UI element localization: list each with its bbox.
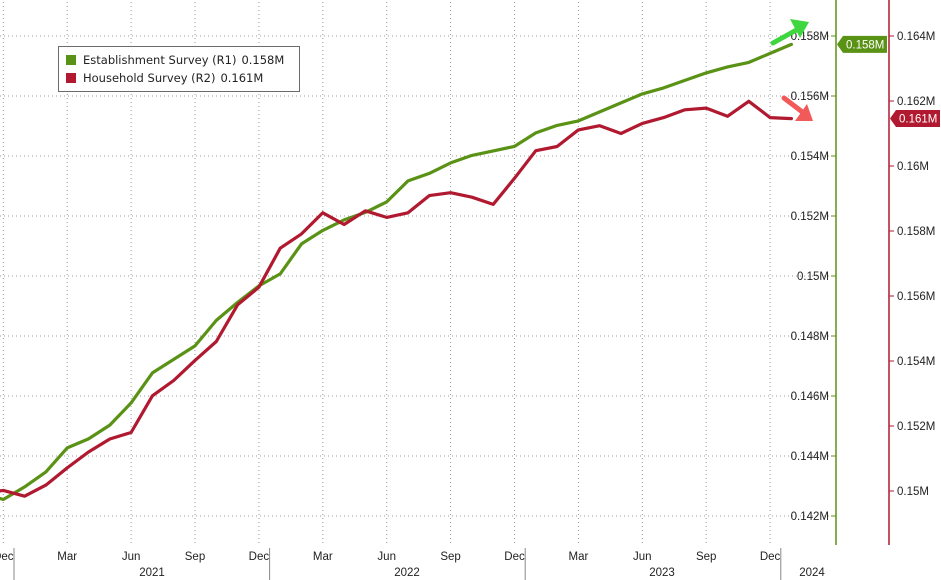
last-value-tag-household (890, 110, 940, 128)
x-tick-label: Dec (0, 551, 14, 563)
last-value-tag-establishment (837, 35, 887, 53)
x-tick-label: Dec (249, 551, 270, 563)
x-tick-label: Jun (377, 551, 396, 563)
x-tick-label: Mar (57, 551, 77, 563)
down-arrow-head (795, 104, 813, 121)
legend-item-establishment: Establishment Survey (R1) 0.158M (66, 51, 299, 69)
y1-tick-label: 0.154M (791, 151, 829, 163)
last-value-label: 0.158M (846, 39, 884, 51)
last-value-tags: 0.158M 0.161M (837, 35, 940, 128)
y2-tick-label: 0.164M (897, 31, 935, 43)
legend-label: Household Survey (R2) (83, 71, 216, 85)
y2-tick-label: 0.15M (897, 486, 929, 498)
y1-tick-label: 0.15M (797, 271, 829, 283)
x-axis: Dec Mar Jun Sep Dec Mar Jun Sep Dec Mar Jun Sep Dec 2… (0, 551, 825, 579)
y2-tick-label: 0.16M (897, 161, 929, 173)
y1-tick-label: 0.156M (791, 91, 829, 103)
trend-arrows (770, 19, 813, 121)
x-tick-label: Mar (568, 551, 588, 563)
year-label: 2023 (649, 567, 675, 579)
legend-label: Establishment Survey (R1) (83, 53, 237, 67)
x-tick-label: Jun (633, 551, 652, 563)
y2-axis: 0.15M 0.152M 0.154M 0.156M 0.158M 0.16M 0.162M… (888, 0, 935, 545)
x-tick-label: Sep (696, 551, 716, 563)
legend-value: 0.161M (220, 71, 264, 85)
series-lines (0, 42, 794, 502)
grid (0, 2, 836, 545)
legend-value: 0.158M (241, 53, 285, 67)
y2-tick-label: 0.158M (897, 226, 935, 238)
year-separators (13, 548, 782, 580)
year-label: 2022 (394, 567, 420, 579)
legend-swatch-household (66, 73, 76, 83)
up-arrow-head (790, 19, 809, 38)
legend-item-household: Household Survey (R2) 0.161M (66, 69, 299, 87)
legend: Establishment Survey (R1) 0.158M Househo… (58, 46, 300, 92)
x-tick-label: Sep (185, 551, 205, 563)
y1-tick-label: 0.142M (791, 511, 829, 523)
y1-tick-label: 0.152M (791, 211, 829, 223)
series-line-household (0, 99, 794, 498)
y1-axis: 0.142M 0.144M 0.146M 0.148M 0.15M 0.152M 0.154… (791, 0, 837, 545)
x-tick-label: Jun (122, 551, 141, 563)
down-arrow-shaft (781, 95, 808, 117)
y2-tick-label: 0.162M (897, 96, 935, 108)
up-arrow-shaft (770, 25, 803, 46)
y1-tick-label: 0.146M (791, 391, 829, 403)
y1-tick-label: 0.144M (791, 451, 829, 463)
x-tick-label: Sep (440, 551, 460, 563)
y2-tick-label: 0.152M (897, 421, 935, 433)
x-tick-label: Mar (313, 551, 333, 563)
y2-tick-label: 0.154M (897, 356, 935, 368)
y2-tick-label: 0.156M (897, 291, 935, 303)
series-line-establishment (0, 42, 794, 502)
x-tick-label: Dec (760, 551, 781, 563)
legend-swatch-establishment (66, 55, 76, 65)
year-label: 2021 (139, 567, 165, 579)
last-value-label: 0.161M (899, 114, 937, 126)
year-label: 2024 (799, 567, 825, 579)
x-tick-label: Dec (504, 551, 525, 563)
y1-tick-label: 0.148M (791, 331, 829, 343)
